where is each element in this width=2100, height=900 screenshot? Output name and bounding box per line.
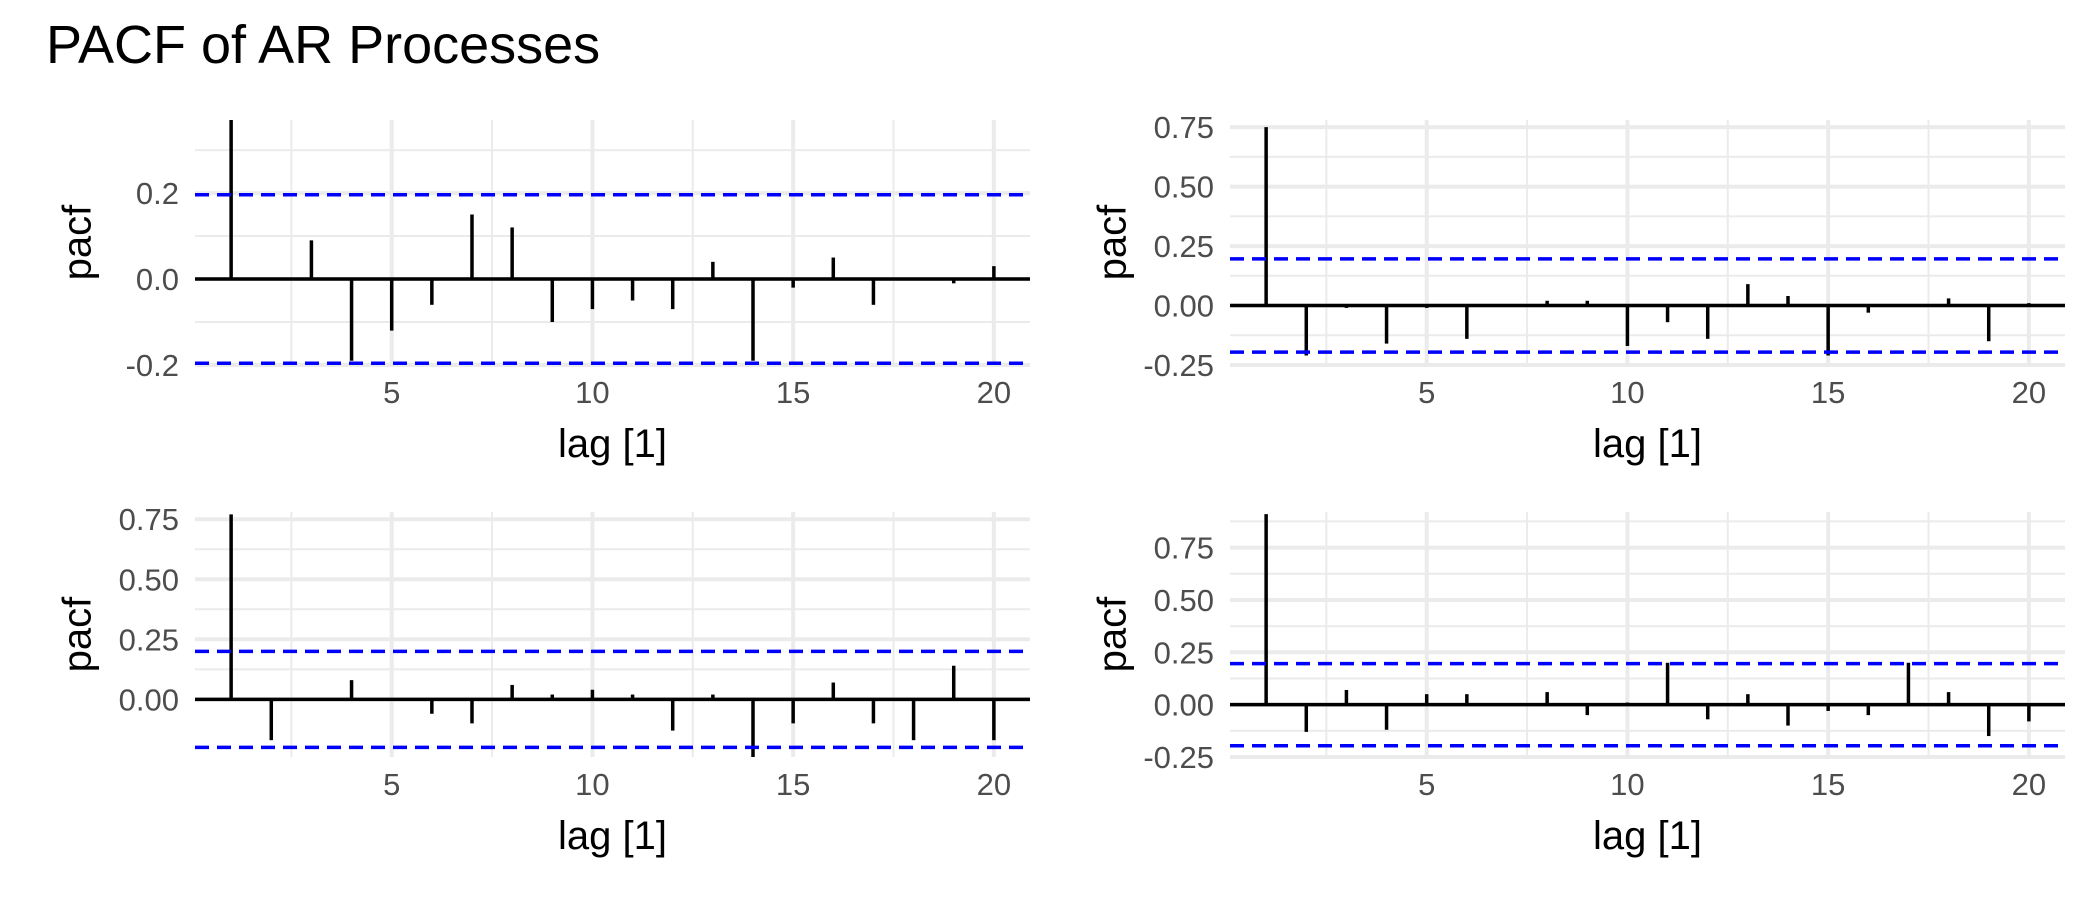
y-tick-label: -0.25 — [1143, 740, 1214, 775]
x-tick-label: 20 — [977, 767, 1011, 802]
y-tick-label: 0.00 — [119, 682, 179, 717]
x-tick-label: 5 — [383, 767, 400, 802]
x-tick-label: 5 — [1418, 767, 1435, 802]
x-tick-label: 15 — [1811, 375, 1845, 410]
x-tick-label: 10 — [575, 375, 609, 410]
pacf-panel-bottom-left: 5 10 15 20 0.00 0.25 0.50 0.75 lag [1] pacf — [56, 502, 1030, 858]
x-tick-label: 10 — [575, 767, 609, 802]
y-tick-label: 0.25 — [1154, 229, 1214, 264]
y-tick-label: 0.00 — [1154, 688, 1214, 723]
x-tick-label: 15 — [1811, 767, 1845, 802]
y-tick-label: 0.50 — [1154, 583, 1214, 618]
y-tick-label: 0.50 — [1154, 170, 1214, 205]
x-tick-label: 5 — [383, 375, 400, 410]
y-axis-label: pacf — [1091, 204, 1135, 280]
x-tick-label: 20 — [2012, 375, 2046, 410]
y-tick-label: 0.75 — [1154, 531, 1214, 566]
x-tick-label: 20 — [2012, 767, 2046, 802]
x-axis-label: lag [1] — [1593, 814, 1702, 858]
pacf-panel-bottom-right: 5 10 15 20 -0.25 0.00 0.25 0.50 0.75 lag [1] pacf — [1091, 512, 2065, 858]
y-axis-label: pacf — [1091, 596, 1135, 672]
y-tick-label: 0.75 — [1154, 110, 1214, 145]
x-tick-label: 20 — [977, 375, 1011, 410]
y-tick-label: 0.0 — [136, 262, 179, 297]
y-tick-label: -0.25 — [1143, 348, 1214, 383]
y-tick-label: 0.00 — [1154, 289, 1214, 324]
x-tick-label: 15 — [776, 375, 810, 410]
y-tick-label: 0.2 — [136, 176, 179, 211]
page-title: PACF of AR Processes — [46, 15, 601, 75]
y-tick-label: 0.25 — [119, 622, 179, 657]
y-axis-label: pacf — [56, 204, 100, 280]
y-tick-label: 0.25 — [1154, 635, 1214, 670]
y-tick-label: 0.50 — [119, 562, 179, 597]
y-axis-label: pacf — [56, 596, 100, 672]
x-tick-label: 5 — [1418, 375, 1435, 410]
x-axis-label: lag [1] — [1593, 422, 1702, 466]
y-tick-label: 0.75 — [119, 502, 179, 537]
x-tick-label: 10 — [1610, 767, 1644, 802]
y-tick-label: -0.2 — [126, 348, 179, 383]
pacf-panel-top-left: 5 10 15 20 -0.2 0.0 0.2 lag [1] pacf — [56, 120, 1030, 466]
x-axis-label: lag [1] — [558, 814, 667, 858]
x-axis-label: lag [1] — [558, 422, 667, 466]
x-tick-label: 15 — [776, 767, 810, 802]
x-tick-label: 10 — [1610, 375, 1644, 410]
pacf-panel-top-right: 5 10 15 20 -0.25 0.00 0.25 0.50 0.75 lag [1] pacf — [1091, 110, 2065, 466]
